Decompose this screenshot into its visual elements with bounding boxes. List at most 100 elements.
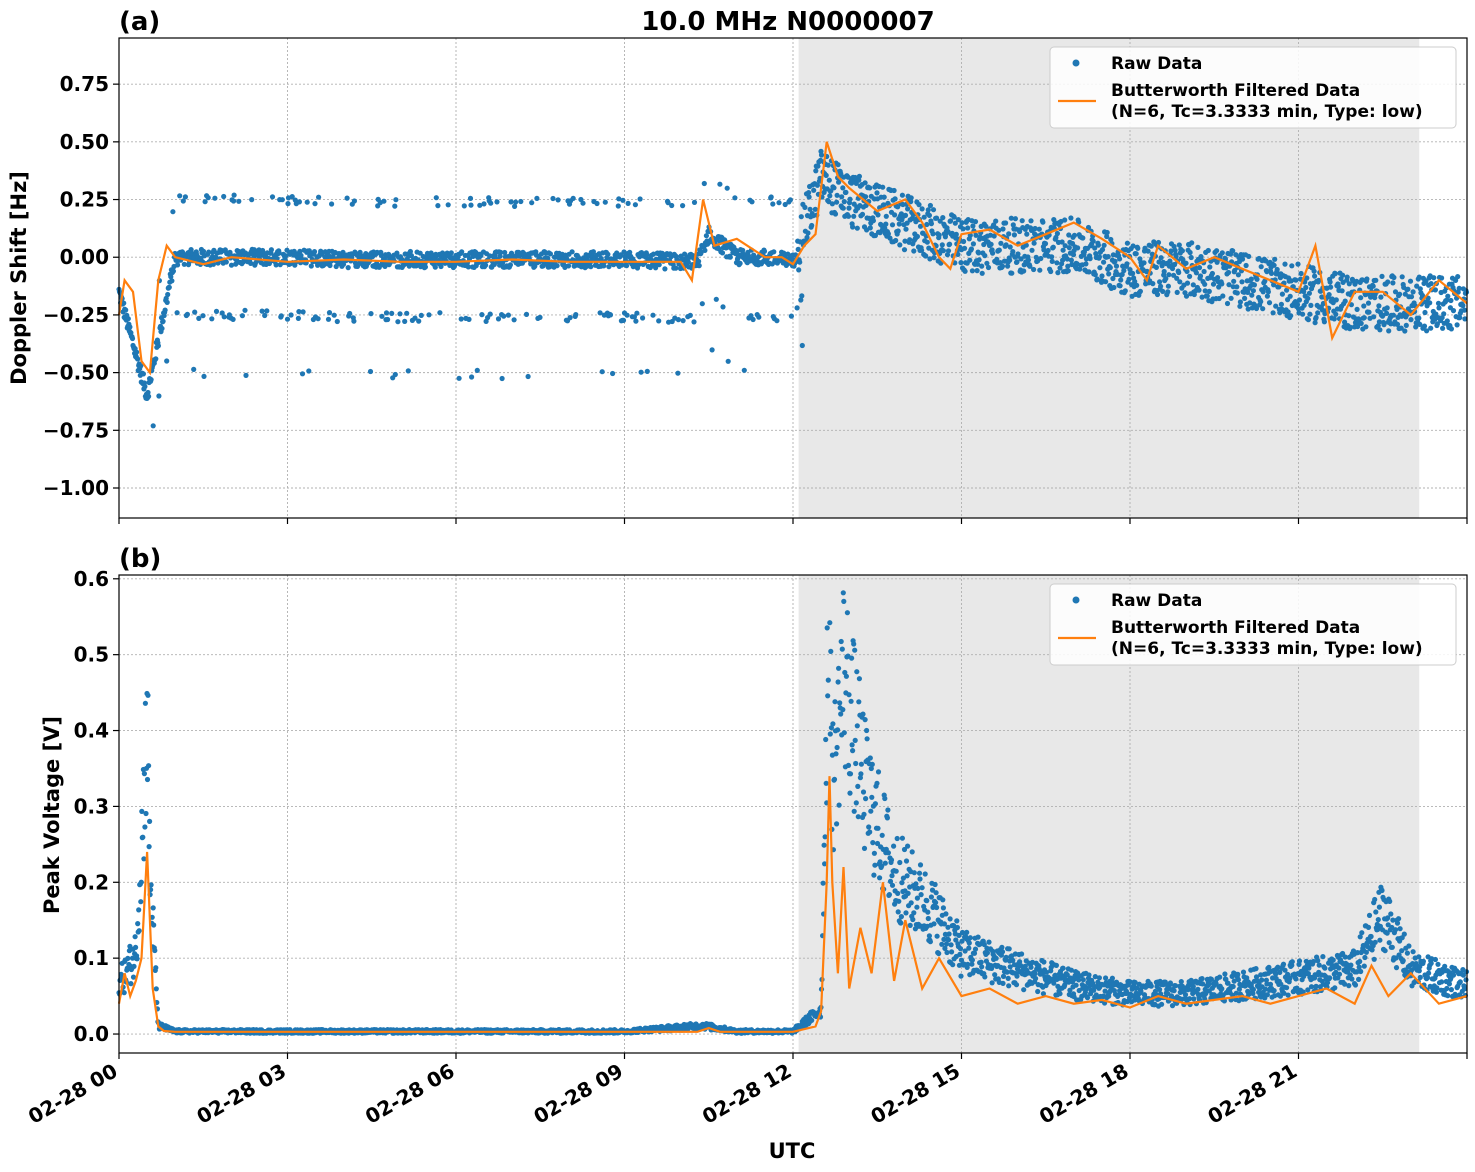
raw-data-point [725,358,731,364]
raw-data-point [957,946,964,952]
raw-data-point [638,369,644,375]
raw-data-point [1197,273,1204,279]
raw-data-point [979,263,985,269]
raw-data-point [1440,325,1446,331]
raw-data-point [1327,279,1333,285]
raw-data-point [797,259,803,265]
raw-data-point [1435,300,1442,306]
raw-data-point [1104,229,1110,236]
raw-data-point [1271,988,1277,994]
raw-data-point [1097,265,1103,271]
raw-data-point [1247,300,1253,306]
raw-data-point [868,808,874,814]
raw-data-point [385,316,391,323]
raw-data-point [1232,267,1238,274]
y-tick-label: −0.25 [43,303,109,327]
raw-data-point [1366,309,1372,315]
raw-data-point [696,258,702,264]
raw-data-point [1198,254,1204,260]
raw-data-point [1099,247,1106,253]
raw-data-point [1021,268,1027,274]
raw-data-point [1305,987,1311,993]
raw-data-point [901,846,908,853]
raw-data-point [1153,264,1159,270]
raw-data-point [1448,297,1454,304]
raw-data-point [1277,969,1283,976]
raw-data-point [394,250,400,256]
raw-data-point [751,252,757,258]
raw-data-point [1017,228,1023,235]
raw-data-point [192,309,198,315]
raw-data-point [972,946,979,952]
raw-data-point [1028,218,1034,224]
raw-data-point [737,260,743,266]
raw-data-point [1394,321,1401,327]
raw-data-point [1222,971,1228,977]
raw-data-point [872,232,879,239]
raw-data-point [1132,979,1138,986]
raw-data-point [1176,242,1182,248]
raw-data-point [1210,281,1217,287]
raw-data-point [1262,986,1268,992]
raw-data-point [445,202,451,208]
raw-data-point [1040,219,1046,225]
raw-data-point [1316,277,1322,283]
raw-data-point [1231,978,1237,984]
raw-data-point [910,916,916,923]
raw-data-point [1300,311,1306,317]
raw-data-point [1187,273,1193,279]
raw-data-point [891,843,897,849]
raw-data-point [1346,313,1352,319]
raw-data-point [1282,261,1288,267]
raw-data-point [1358,320,1364,326]
raw-data-point [917,862,924,868]
raw-data-point [1315,310,1321,316]
panel-a-doppler: 0.750.500.250.00−0.25−0.50−0.75−1.00 (a)… [7,7,1470,524]
raw-data-point [1217,974,1223,980]
raw-data-point [953,231,959,237]
raw-data-point [184,311,190,317]
raw-data-point [1260,289,1266,295]
raw-data-point [1169,1003,1176,1009]
raw-data-point [852,647,858,653]
raw-data-point [456,375,462,381]
raw-data-point [1145,248,1151,254]
raw-data-point [985,264,992,271]
raw-data-point [1049,258,1055,264]
raw-data-point [966,940,972,946]
raw-data-point [826,177,832,183]
raw-data-point [852,174,858,181]
raw-data-point [1109,975,1115,981]
raw-data-point [724,185,730,191]
raw-data-point [1461,307,1467,313]
raw-data-point [121,990,127,996]
raw-data-point [1018,256,1024,262]
raw-data-point [1262,278,1268,284]
raw-data-point [976,250,982,256]
raw-data-point [1174,275,1180,281]
raw-data-point [932,881,938,888]
raw-data-point [1271,282,1277,288]
raw-data-point [518,198,524,205]
raw-data-point [740,247,746,253]
raw-data-point [941,921,948,927]
raw-data-point [494,199,500,205]
raw-data-point [824,625,830,631]
raw-data-point [273,262,279,268]
raw-data-point [227,249,233,255]
raw-data-point [1200,981,1206,987]
raw-data-point [850,748,856,754]
raw-data-point [131,963,137,970]
raw-data-point [1311,268,1317,274]
raw-data-point [854,723,860,729]
raw-data-point [931,921,937,927]
raw-data-point [1431,275,1437,281]
raw-data-point [1416,315,1422,321]
raw-data-point [236,198,242,204]
raw-data-point [976,257,982,263]
raw-data-point [1093,251,1099,257]
raw-data-point [607,312,614,318]
raw-data-point [1453,277,1459,283]
raw-data-point [196,315,202,321]
raw-data-point [1035,988,1041,995]
